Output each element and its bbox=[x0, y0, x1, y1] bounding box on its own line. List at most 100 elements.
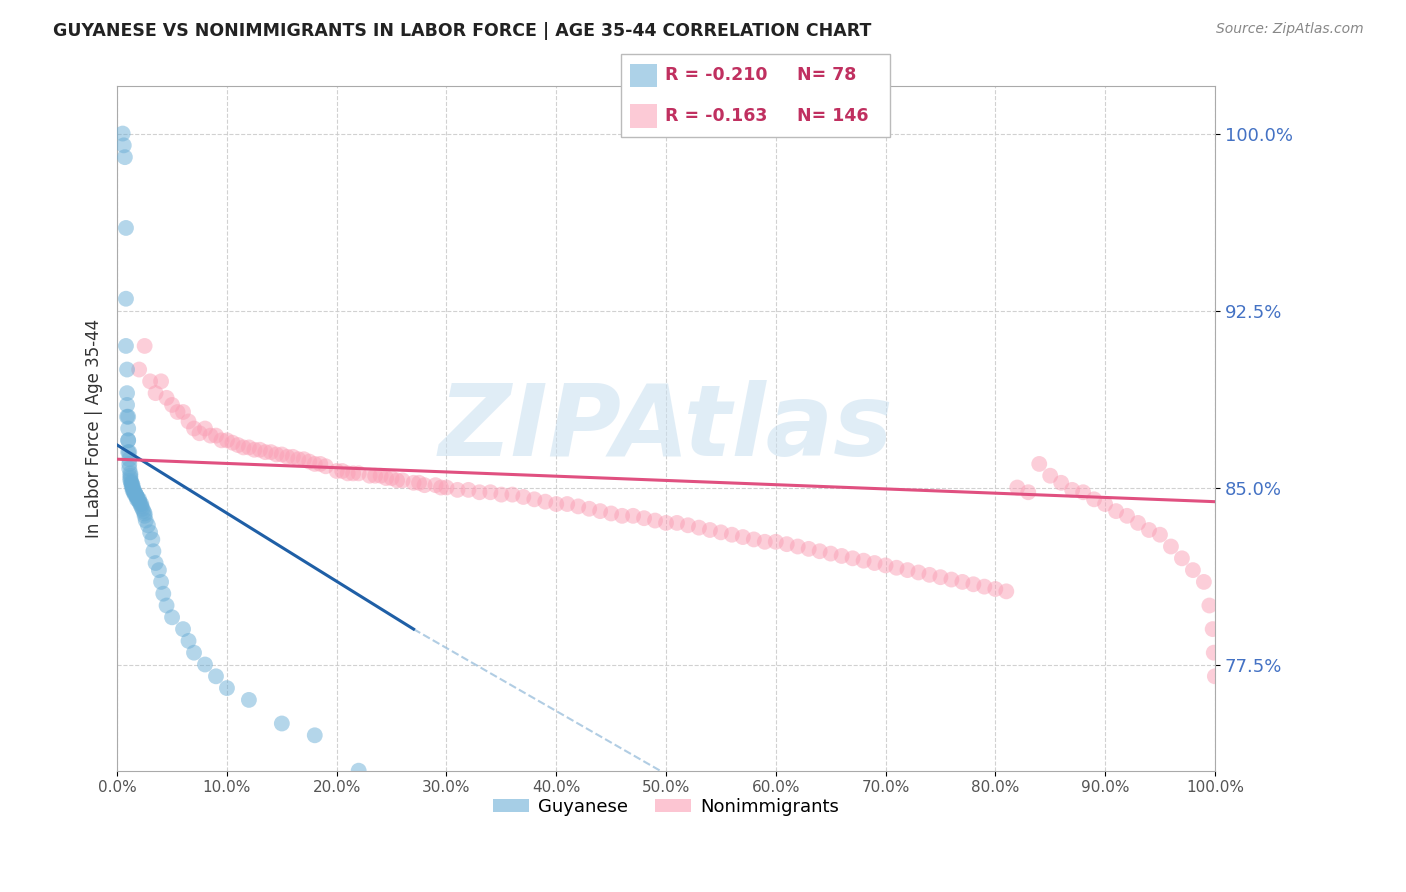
Point bbox=[468, 485, 491, 500]
Point bbox=[134, 339, 156, 353]
Point bbox=[117, 434, 139, 448]
Point bbox=[621, 508, 644, 523]
Point bbox=[413, 811, 436, 825]
Point bbox=[148, 563, 170, 577]
Point bbox=[315, 459, 337, 474]
Point bbox=[276, 450, 298, 464]
Point bbox=[1105, 504, 1128, 518]
Point bbox=[120, 468, 142, 483]
Point bbox=[555, 497, 578, 511]
Point bbox=[644, 514, 666, 528]
Point bbox=[115, 362, 138, 376]
Point bbox=[118, 457, 141, 471]
Point bbox=[232, 441, 254, 455]
Point bbox=[831, 549, 853, 563]
Point bbox=[1116, 508, 1139, 523]
Point bbox=[1028, 457, 1050, 471]
Point bbox=[886, 560, 908, 574]
Point bbox=[200, 428, 222, 442]
Point bbox=[120, 467, 142, 481]
Point bbox=[120, 471, 142, 485]
Text: N= 78: N= 78 bbox=[797, 66, 856, 84]
Point bbox=[139, 525, 162, 540]
Point bbox=[177, 634, 200, 648]
Point bbox=[501, 487, 523, 501]
Point bbox=[754, 534, 776, 549]
Point bbox=[139, 375, 162, 389]
Point bbox=[160, 610, 183, 624]
Point bbox=[534, 494, 557, 508]
Point bbox=[260, 445, 283, 459]
Point bbox=[270, 448, 292, 462]
Point bbox=[863, 556, 886, 570]
Point bbox=[125, 492, 148, 507]
Point bbox=[215, 681, 238, 695]
Point bbox=[121, 478, 143, 492]
Point bbox=[128, 492, 150, 507]
Point bbox=[1160, 540, 1182, 554]
Point bbox=[254, 445, 277, 459]
Point bbox=[205, 428, 228, 442]
Point bbox=[425, 478, 447, 492]
Point bbox=[243, 442, 266, 457]
Point bbox=[117, 409, 139, 424]
Legend: Guyanese, Nonimmigrants: Guyanese, Nonimmigrants bbox=[485, 791, 846, 823]
Point bbox=[132, 504, 155, 518]
Point bbox=[131, 497, 153, 511]
Point bbox=[145, 556, 167, 570]
Point bbox=[124, 487, 146, 501]
Point bbox=[567, 500, 589, 514]
Point bbox=[820, 547, 842, 561]
Point bbox=[183, 646, 205, 660]
Point bbox=[115, 409, 138, 424]
Point bbox=[929, 570, 952, 584]
Text: N= 146: N= 146 bbox=[797, 107, 869, 125]
Point bbox=[125, 487, 148, 501]
Point bbox=[226, 438, 249, 452]
Point bbox=[1204, 669, 1226, 683]
Point bbox=[1007, 481, 1029, 495]
Point bbox=[152, 587, 174, 601]
Point bbox=[436, 481, 458, 495]
Text: GUYANESE VS NONIMMIGRANTS IN LABOR FORCE | AGE 35-44 CORRELATION CHART: GUYANESE VS NONIMMIGRANTS IN LABOR FORCE… bbox=[53, 22, 872, 40]
Point bbox=[114, 150, 136, 164]
Point bbox=[120, 474, 142, 488]
Point bbox=[491, 487, 513, 501]
Point bbox=[141, 533, 163, 547]
Point bbox=[359, 468, 381, 483]
Point bbox=[131, 500, 153, 514]
Point bbox=[391, 474, 413, 488]
Point bbox=[1083, 492, 1105, 507]
Point bbox=[205, 669, 228, 683]
Point bbox=[710, 525, 733, 540]
Bar bbox=[630, 63, 657, 87]
Point bbox=[117, 434, 139, 448]
Point bbox=[676, 518, 699, 533]
Point bbox=[610, 508, 633, 523]
Point bbox=[1181, 563, 1204, 577]
Point bbox=[120, 478, 142, 492]
Point bbox=[188, 426, 211, 441]
Point bbox=[600, 507, 623, 521]
Point bbox=[150, 375, 173, 389]
Point bbox=[742, 533, 765, 547]
Text: Source: ZipAtlas.com: Source: ZipAtlas.com bbox=[1216, 22, 1364, 37]
Point bbox=[121, 483, 143, 497]
Point bbox=[115, 398, 138, 412]
Point bbox=[166, 405, 188, 419]
Point bbox=[304, 728, 326, 742]
Point bbox=[112, 138, 135, 153]
Point bbox=[172, 405, 194, 419]
Point bbox=[941, 573, 963, 587]
Point bbox=[896, 563, 918, 577]
Point bbox=[984, 582, 1007, 596]
Point bbox=[1039, 468, 1062, 483]
Point bbox=[249, 442, 271, 457]
Point bbox=[115, 221, 138, 235]
Point bbox=[512, 490, 534, 504]
Point bbox=[1094, 497, 1116, 511]
Point bbox=[125, 490, 148, 504]
Point bbox=[721, 527, 744, 541]
Point bbox=[1062, 483, 1084, 497]
Point bbox=[125, 490, 148, 504]
